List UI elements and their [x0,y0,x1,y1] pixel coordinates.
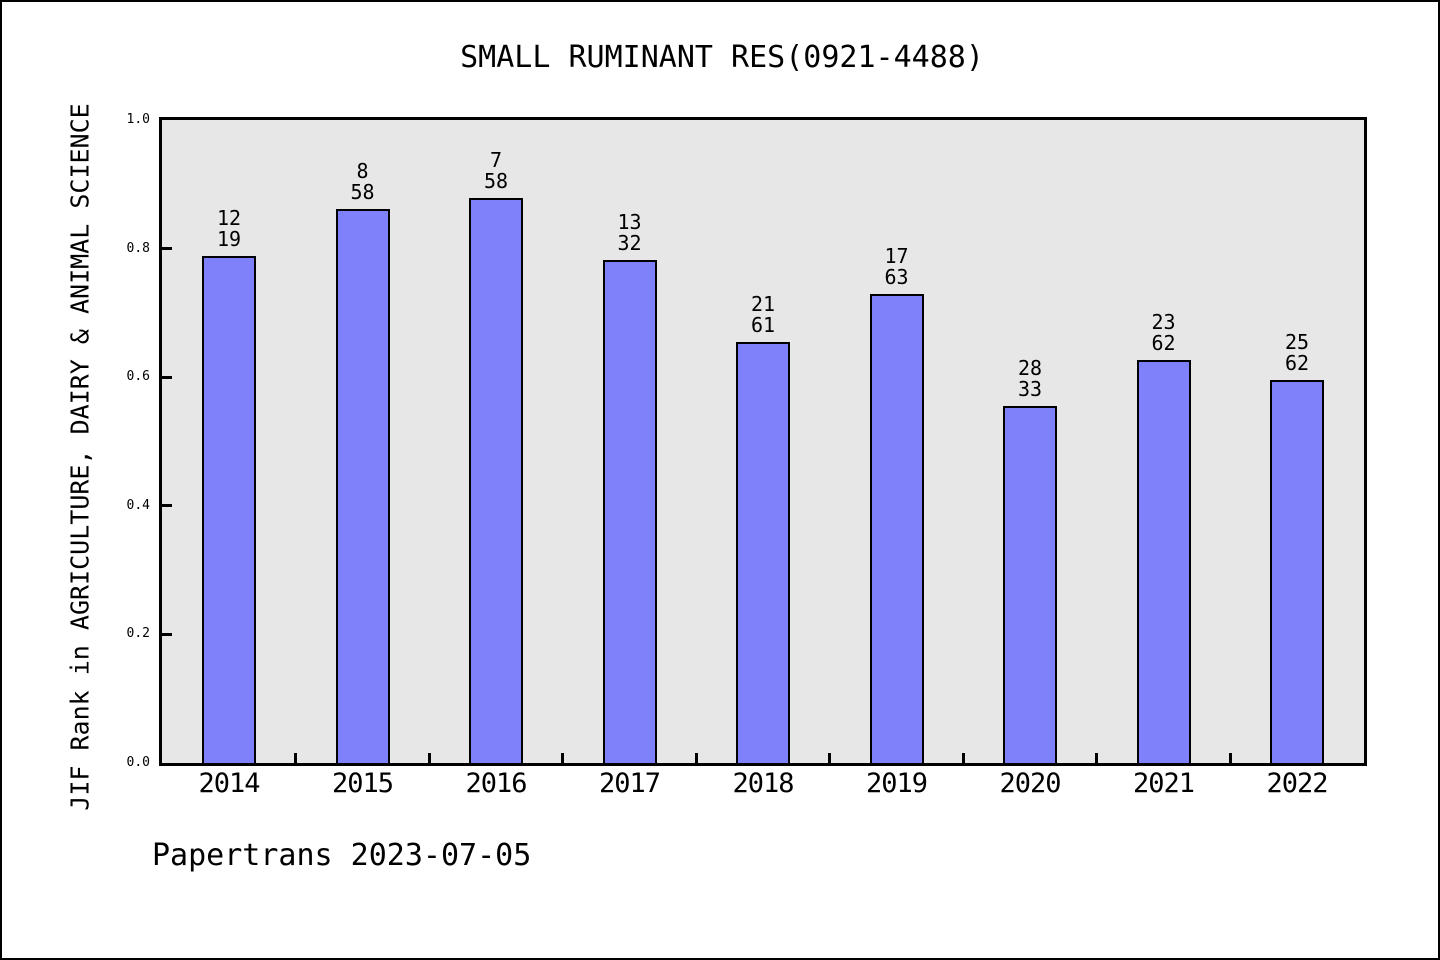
bar-value-label-2017: 13 32 [617,210,642,255]
y-tick-label: 0.0 [126,755,150,770]
x-tick-label-2015: 2015 [331,768,394,799]
bar-2015 [335,209,390,763]
y-tick-label: 0.8 [126,240,150,256]
y-tick [162,504,172,508]
x-tick [427,753,431,763]
x-tick-label-2021: 2021 [1132,768,1195,799]
y-tick [162,375,172,379]
y-tick [162,247,172,251]
bar-value-label-2020: 28 33 [1017,356,1043,401]
bar-value-label-2022: 25 62 [1284,330,1310,375]
bar-value-label-2018: 21 61 [750,292,776,337]
x-tick [1228,753,1232,763]
y-axis-label: JIF Rank in AGRICULTURE, DAIRY & ANIMAL … [65,103,95,811]
x-tick [694,753,698,763]
x-tick-label-2014: 2014 [198,768,260,799]
bar-value-label-2014: 12 19 [216,206,242,251]
y-tick-label: 0.2 [126,626,150,642]
x-tick [294,753,298,763]
bar-2021 [1136,360,1191,763]
bar-2017 [602,260,657,763]
bar-2016 [469,198,523,763]
bar-value-label-2019: 17 63 [884,244,909,289]
x-tick-label-2016: 2016 [465,768,527,799]
bar-value-label-2021: 23 62 [1151,310,1176,355]
y-tick [162,632,172,636]
y-tick-label: 0.6 [126,369,150,385]
bar-2019 [869,294,924,763]
x-tick [561,753,565,763]
x-tick-label-2020: 2020 [999,768,1061,799]
x-tick [961,753,965,763]
bar-2014 [202,256,256,763]
x-tick-label-2019: 2019 [865,768,928,799]
y-tick-label: 0.4 [126,497,150,513]
bar-2018 [736,342,790,763]
footer-watermark: Papertrans 2023-07-05 [152,838,532,873]
x-tick [1095,753,1099,763]
bar-2022 [1270,380,1324,763]
x-tick-label-2017: 2017 [598,768,661,799]
bar-2020 [1003,406,1057,763]
x-tick-label-2022: 2022 [1266,768,1328,799]
chart-title: SMALL RUMINANT RES(0921-4488) [460,40,984,75]
plot-area: 12 19 8 58 7 58 13 32 21 61 17 63 28 33 23 62 25… [159,117,1367,766]
bar-value-label-2016: 7 58 [483,148,509,193]
x-tick-label-2018: 2018 [732,768,794,799]
y-tick-label: 1.0 [126,112,150,127]
bar-value-label-2015: 8 58 [350,159,375,204]
x-tick [828,753,832,763]
